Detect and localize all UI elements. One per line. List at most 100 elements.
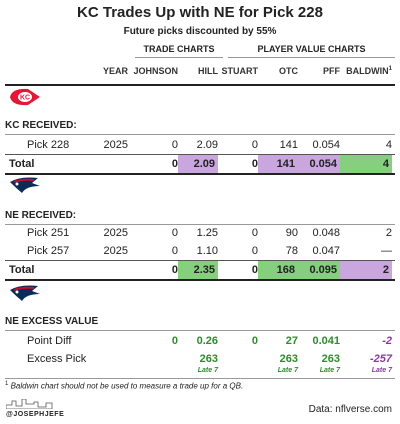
cell: 2 — [340, 261, 392, 279]
cell: 2.09 — [178, 155, 218, 173]
cell: 90 — [285, 227, 298, 239]
cell: 0 — [171, 245, 178, 257]
footnote: 1 Baldwin chart should not be used to me… — [5, 381, 243, 391]
cell: 168 — [258, 261, 298, 279]
row-label: Pick 251 — [27, 227, 70, 239]
cell: 0 — [251, 139, 258, 151]
cell: 0.048 — [312, 227, 340, 239]
brand: @JOSEPHJEFE — [5, 398, 66, 418]
cell: 0 — [251, 158, 258, 170]
section-heading: KC RECEIVED: — [5, 120, 395, 135]
cell: 263 Late 7 — [258, 353, 298, 374]
column-header: HILL — [178, 66, 218, 76]
cell: 0 — [251, 245, 258, 257]
cell: 0 — [171, 227, 178, 239]
cell: -2 — [382, 335, 392, 347]
cell: 141 — [258, 155, 298, 173]
cell: 0.26 — [196, 335, 218, 347]
cell: 2 — [385, 227, 392, 239]
column-header: YEAR — [88, 66, 128, 76]
section-heading: NE EXCESS VALUE — [5, 316, 395, 331]
cell-note: Late 7 — [371, 367, 392, 374]
cell: 263 Late 7 — [298, 353, 340, 374]
bottom-rule — [5, 378, 395, 379]
column-header-text: PFF — [323, 66, 340, 76]
column-header-text: BALDWIN — [346, 66, 389, 76]
cell: 141 — [279, 139, 298, 151]
title: KC Trades Up with NE for Pick 228 — [77, 4, 323, 21]
cell: 2025 — [103, 245, 128, 257]
cell: 0 — [251, 264, 258, 276]
cell: 27 — [285, 335, 298, 347]
cell: 4 — [385, 139, 392, 151]
cell: 0.047 — [312, 245, 340, 257]
cell-value: 263 — [321, 353, 340, 365]
column-header: JOHNSON — [128, 66, 178, 76]
team-logo — [8, 174, 42, 201]
cell: 2.35 — [178, 261, 218, 279]
cell-value: 263 — [279, 353, 298, 365]
cell: 0.054 — [298, 155, 340, 173]
column-header-text: YEAR — [102, 66, 128, 76]
cell: 1.25 — [196, 227, 218, 239]
cell: — — [381, 245, 392, 257]
row-label: Pick 257 — [27, 245, 70, 257]
cell: 78 — [285, 245, 298, 257]
column-header: BALDWIN1 — [340, 66, 392, 76]
team-logo: KC — [8, 86, 42, 113]
cell: 0 — [171, 139, 178, 151]
column-header-text: HILL — [198, 66, 218, 76]
cell: 263 Late 7 — [178, 353, 218, 374]
section-heading: NE RECEIVED: — [5, 210, 395, 225]
row-label: Total — [9, 158, 35, 170]
row-label: Total — [9, 264, 35, 276]
cell-note: Late 7 — [197, 367, 218, 374]
footnote-marker: 1 — [5, 381, 9, 387]
cell: 4 — [340, 155, 392, 173]
team-logo — [8, 282, 42, 309]
cell: 0.041 — [312, 335, 340, 347]
brand-text: @JOSEPHJEFE — [6, 411, 65, 418]
team-logo-icon — [10, 177, 40, 193]
column-header-text: STUART — [221, 66, 259, 76]
total-row: Total 0 2.35 0 168 0.095 2 — [5, 260, 395, 281]
team-logo-icon — [10, 285, 40, 301]
data-row: Pick 228 2025 0 2.09 0 141 0.054 4 — [5, 136, 395, 154]
column-group: TRADE CHARTS — [135, 44, 223, 58]
data-row: Pick 257 2025 0 1.10 0 78 0.047 — — [5, 242, 395, 260]
cell: 2.09 — [196, 139, 218, 151]
footnote-marker: 1 — [388, 66, 392, 72]
data-row: Point Diff 0 0.26 0 27 0.041 -2 — [5, 332, 395, 350]
cell-note: Late 7 — [319, 367, 340, 374]
cell: 0 — [171, 264, 178, 276]
cell: 0 — [251, 227, 258, 239]
cell: 1.10 — [196, 245, 218, 257]
cell-note: Late 7 — [277, 367, 298, 374]
cell: 2025 — [103, 227, 128, 239]
column-header: OTC — [258, 66, 298, 76]
data-row: Pick 251 2025 0 1.25 0 90 0.048 2 — [5, 224, 395, 242]
column-header: STUART — [218, 66, 259, 76]
cell: 0 — [251, 335, 258, 347]
footnote-text: Baldwin chart should not be used to meas… — [10, 381, 244, 391]
total-row: Total 0 2.09 0 141 0.054 4 — [5, 154, 395, 175]
subtitle: Future picks discounted by 55% — [123, 26, 277, 37]
row-label: Point Diff — [27, 335, 72, 347]
cell: 0 — [171, 158, 178, 170]
data-row: Excess Pick 263 Late 7 263 Late 7 263 Late 7 -2… — [5, 350, 395, 374]
team-logo-icon: KC — [10, 88, 40, 106]
cell: 2025 — [103, 139, 128, 151]
cell: 0 — [171, 335, 178, 347]
cell: 0.054 — [312, 139, 340, 151]
column-header-text: OTC — [279, 66, 298, 76]
skyline-icon — [5, 398, 53, 410]
row-label: Pick 228 — [27, 139, 70, 151]
source: Data: nflverse.com — [308, 404, 392, 415]
column-group: PLAYER VALUE CHARTS — [228, 44, 395, 58]
cell-value: 263 — [199, 353, 218, 365]
column-header: PFF — [298, 66, 340, 76]
cell: -257 Late 7 — [340, 353, 392, 374]
column-header-row: YEAR JOHNSON HILL STUART OTC PFF BALDWIN1 — [5, 66, 395, 86]
cell: 0.095 — [298, 261, 340, 279]
